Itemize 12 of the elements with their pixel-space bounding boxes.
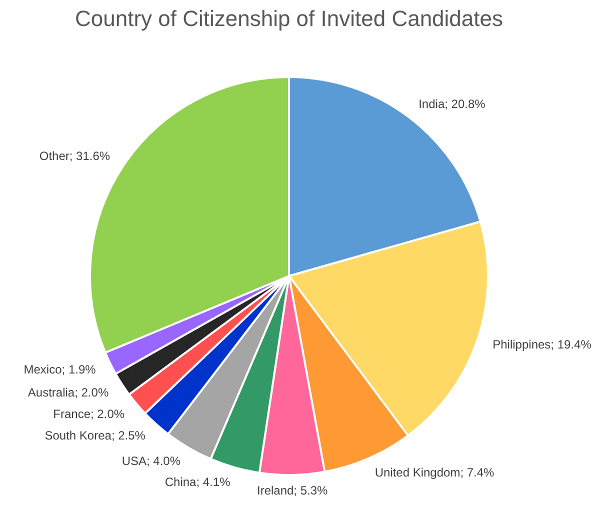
slice-label: Australia; 2.0%	[28, 385, 109, 400]
slice-label: United Kingdom; 7.4%	[374, 465, 495, 480]
slice-label: USA; 4.0%	[122, 454, 181, 468]
slice-label: Mexico; 1.9%	[24, 362, 96, 377]
slice-label: Philippines; 19.4%	[492, 337, 592, 352]
chart-title: Country of Citizenship of Invited Candidates	[74, 6, 504, 32]
slice-label: China; 4.1%	[164, 475, 231, 490]
slice-label: India; 20.8%	[418, 96, 486, 111]
slice-label: Other; 31.6%	[39, 149, 110, 164]
slice-label: South Korea; 2.5%	[44, 428, 146, 442]
slice-label: Ireland; 5.3%	[256, 483, 328, 498]
slice-label: France; 2.0%	[53, 406, 125, 421]
